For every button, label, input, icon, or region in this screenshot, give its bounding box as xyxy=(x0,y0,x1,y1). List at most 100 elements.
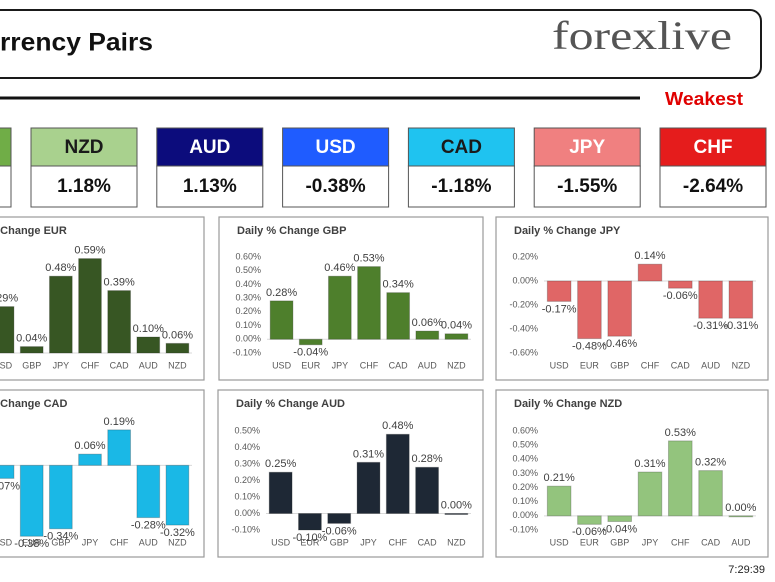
y-tick-label: 0.20% xyxy=(235,306,261,316)
tile-value-box xyxy=(0,165,12,208)
bar xyxy=(386,292,411,340)
bar xyxy=(48,275,73,354)
bar xyxy=(0,306,15,354)
chart-panel xyxy=(0,216,205,381)
x-tick-label: CAD xyxy=(418,537,438,547)
logo: forexlive xyxy=(552,13,732,58)
value-label: 0.04% xyxy=(441,320,472,332)
y-tick-label: 0.10% xyxy=(512,496,538,506)
value-label: -0.04% xyxy=(293,347,328,359)
x-tick-label: CHF xyxy=(110,537,129,547)
bar xyxy=(577,280,602,340)
y-tick-label: 0.10% xyxy=(235,320,261,330)
y-tick-label: -0.40% xyxy=(509,323,538,333)
bar xyxy=(327,513,352,524)
x-tick-label: GBP xyxy=(22,360,41,370)
x-tick-label: USD xyxy=(0,537,13,547)
x-tick-label: JPY xyxy=(82,537,99,547)
value-label: 0.00% xyxy=(441,499,472,511)
tile-currency: JPY xyxy=(569,137,605,158)
chart-panel xyxy=(495,216,769,381)
value-label: 0.31% xyxy=(353,448,384,460)
x-tick-label: CAD xyxy=(389,360,409,370)
timestamp: 7:29:39 xyxy=(728,564,765,576)
x-tick-label: AUD xyxy=(701,360,721,370)
bar xyxy=(415,466,439,514)
bar xyxy=(327,275,352,340)
bar xyxy=(667,280,693,289)
tile-change: -2.64% xyxy=(683,176,743,197)
value-label: 0.48% xyxy=(45,262,76,274)
y-tick-label: 0.00% xyxy=(234,508,260,518)
bar xyxy=(698,470,723,517)
x-tick-label: AUD xyxy=(139,360,159,370)
x-tick-label: EUR xyxy=(301,360,321,370)
chart-panel xyxy=(495,389,769,558)
y-tick-label: 0.30% xyxy=(234,458,260,468)
value-label: 0.39% xyxy=(104,277,135,289)
value-label: 0.53% xyxy=(353,253,384,265)
chart-title: Daily % Change CAD xyxy=(0,398,67,410)
value-label: -0.06% xyxy=(322,525,357,537)
value-label: 0.32% xyxy=(695,457,726,469)
value-label: -0.04% xyxy=(602,523,637,535)
x-tick-label: USD xyxy=(0,360,13,370)
bar xyxy=(444,513,469,515)
x-tick-label: JPY xyxy=(53,360,70,370)
x-tick-label: EUR xyxy=(580,360,600,370)
bar xyxy=(698,280,723,319)
value-label: 0.14% xyxy=(634,250,665,262)
bar xyxy=(165,464,190,526)
tile-currency: CAD xyxy=(441,137,482,158)
bar xyxy=(637,471,663,517)
value-label: -0.28% xyxy=(131,520,166,532)
bar xyxy=(728,280,754,319)
x-tick-label: EUR xyxy=(300,537,320,547)
y-tick-label: -0.10% xyxy=(231,524,260,534)
tile-header xyxy=(282,127,390,167)
value-label: 0.21% xyxy=(544,472,575,484)
value-label: 0.46% xyxy=(324,262,355,274)
x-tick-label: USD xyxy=(272,360,292,370)
bar xyxy=(356,461,381,515)
bar xyxy=(19,464,44,537)
tile-currency: USD xyxy=(316,137,356,158)
y-tick-label: -0.10% xyxy=(232,347,261,357)
tile-currency: AUD xyxy=(189,137,230,158)
x-tick-label: GBP xyxy=(610,537,629,547)
tile-change: -1.55% xyxy=(557,176,617,197)
x-tick-label: NZD xyxy=(732,360,751,370)
tile-change: 1.13% xyxy=(183,176,237,197)
tile-value-box xyxy=(533,165,641,208)
y-tick-label: 0.50% xyxy=(235,265,261,275)
bar xyxy=(268,471,293,514)
value-label: -0.31% xyxy=(693,320,728,332)
y-tick-label: 0.30% xyxy=(235,293,261,303)
chart-title: Daily % Change EUR xyxy=(0,225,67,237)
x-tick-label: USD xyxy=(271,537,291,547)
y-tick-label: 0.20% xyxy=(512,251,538,261)
bar xyxy=(637,263,663,282)
tile-header xyxy=(30,127,138,167)
tile-change: -1.18% xyxy=(431,176,491,197)
bar xyxy=(577,515,602,525)
chart-title: Daily % Change AUD xyxy=(236,398,345,410)
tile-value-box xyxy=(30,165,138,208)
value-label: 0.59% xyxy=(74,245,105,257)
x-tick-label: AUD xyxy=(139,537,159,547)
bar xyxy=(107,429,132,466)
x-tick-label: AUD xyxy=(418,360,438,370)
bar xyxy=(728,515,754,518)
value-label: 0.25% xyxy=(265,458,296,470)
y-tick-label: 0.50% xyxy=(512,440,538,450)
x-tick-label: JPY xyxy=(332,360,349,370)
value-label: 0.31% xyxy=(634,458,665,470)
y-tick-label: 0.20% xyxy=(234,475,260,485)
chart: Daily % Change EUR USD 0.29% GBP 0.04% JPY 0.4… xyxy=(0,216,205,381)
bar xyxy=(385,433,410,514)
x-tick-label: CHF xyxy=(389,537,408,547)
bar xyxy=(107,290,132,354)
value-label: 0.04% xyxy=(16,333,47,345)
